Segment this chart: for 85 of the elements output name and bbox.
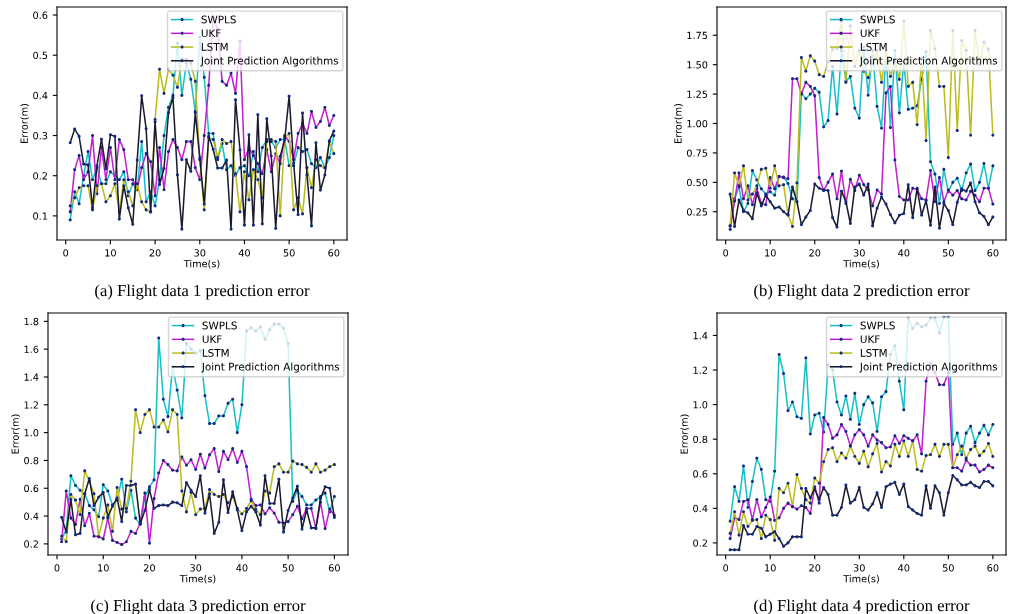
x-tick-label: 60 [328,564,340,572]
x-axis-title: Time(s) [183,259,220,269]
x-tick-label: 50 [942,249,954,257]
x-axis-title: Time(s) [843,574,879,584]
y-tick-label: 0.4 [24,512,39,520]
x-tick-label: 50 [283,249,295,257]
text: (a) Flight data 1 prediction error [95,284,310,300]
x-axis-title: Time(s) [843,259,879,269]
y-tick-label: 0.6 [693,470,708,478]
y-tick-label: 0.8 [24,456,39,465]
y-tick-label: 1.00 [687,119,708,128]
legend-label: LSTM [860,348,887,357]
legend-label: Joint Prediction Algorithms [859,362,998,373]
legend-label: LSTM [201,42,228,51]
x-tick-label: 40 [238,249,250,257]
y-tick-label: 0.75 [686,149,708,157]
y-tick-label: 1.0 [693,401,708,409]
legend-label: SWPLS [202,321,237,330]
x-tick-label: 60 [987,564,999,572]
legend-label: UKF [201,29,221,38]
legend-label: LSTM [860,42,887,51]
x-tick-label: 30 [190,564,202,572]
y-tick-label: 0.6 [24,484,39,493]
legend-label: UKF [860,335,880,344]
y-axis-title: Error(m) [20,103,29,143]
x-tick-label: 10 [765,249,776,257]
y-tick-label: 1.25 [687,90,708,98]
legend-label: LSTM [202,348,229,357]
x-tick-label: 10 [765,564,776,572]
x-tick-label: 60 [328,249,340,257]
x-tick-label: 60 [987,249,999,257]
legend-label: UKF [202,335,222,344]
y-tick-label: 0.6 [33,11,48,19]
x-tick-label: 10 [105,249,116,257]
legend-label: SWPLS [201,15,236,24]
y-tick-label: 1.4 [693,332,708,340]
x-tick-label: 0 [723,249,729,257]
y-axis-title: Error(m) [674,103,683,143]
x-tick-label: 40 [898,249,910,257]
y-tick-label: 0.25 [686,208,708,216]
x-tick-label: 20 [149,249,161,257]
y-tick-label: 1.50 [687,61,708,69]
y-tick-label: 0.1 [33,212,48,220]
legend-label: SWPLS [860,15,895,24]
x-tick-label: 30 [853,564,865,572]
x-tick-label: 20 [809,249,821,257]
y-tick-label: 1.0 [24,429,39,437]
y-tick-label: 1.75 [687,31,708,40]
x-tick-label: 30 [853,249,865,257]
text: (b) Flight data 2 prediction error [754,284,970,300]
y-tick-label: 1.6 [24,345,39,353]
x-tick-label: 20 [809,564,821,572]
x-tick-label: 0 [63,249,69,257]
y-tick-label: 0.4 [33,91,48,100]
text: (c) Flight data 3 prediction error [91,599,306,614]
y-tick-label: 0.8 [693,435,708,444]
y-tick-label: 0.50 [686,178,708,187]
legend-label: Joint Prediction Algorithms [859,56,998,67]
y-tick-label: 0.3 [33,132,48,140]
x-tick-label: 30 [194,249,206,257]
text: (d) Flight data 4 prediction error [754,599,970,614]
x-tick-label: 50 [282,564,294,572]
legend-label: Joint Prediction Algorithms [201,362,340,373]
y-axis-title: Error(m) [11,414,20,454]
y-tick-label: 0.2 [33,172,47,180]
y-tick-label: 0.2 [693,539,707,547]
y-tick-label: 1.4 [24,373,39,381]
x-tick-label: 20 [143,564,155,572]
x-tick-label: 10 [98,564,109,572]
x-axis-title: Time(s) [179,574,216,584]
x-tick-label: 40 [898,564,910,572]
y-axis-title: Error(m) [680,414,689,454]
y-tick-label: 0.4 [693,504,708,513]
legend-label: UKF [860,29,880,38]
y-tick-label: 0.2 [24,540,38,548]
y-tick-label: 1.8 [24,317,39,326]
x-tick-label: 40 [236,564,248,572]
legend-label: SWPLS [860,321,895,330]
y-tick-label: 1.2 [24,401,38,409]
x-tick-label: 50 [942,564,954,572]
y-tick-label: 1.2 [693,366,707,374]
x-tick-label: 0 [54,564,60,572]
y-tick-label: 0.5 [33,51,48,60]
legend-label: Joint Prediction Algorithms [200,56,339,67]
x-tick-label: 0 [723,564,729,572]
